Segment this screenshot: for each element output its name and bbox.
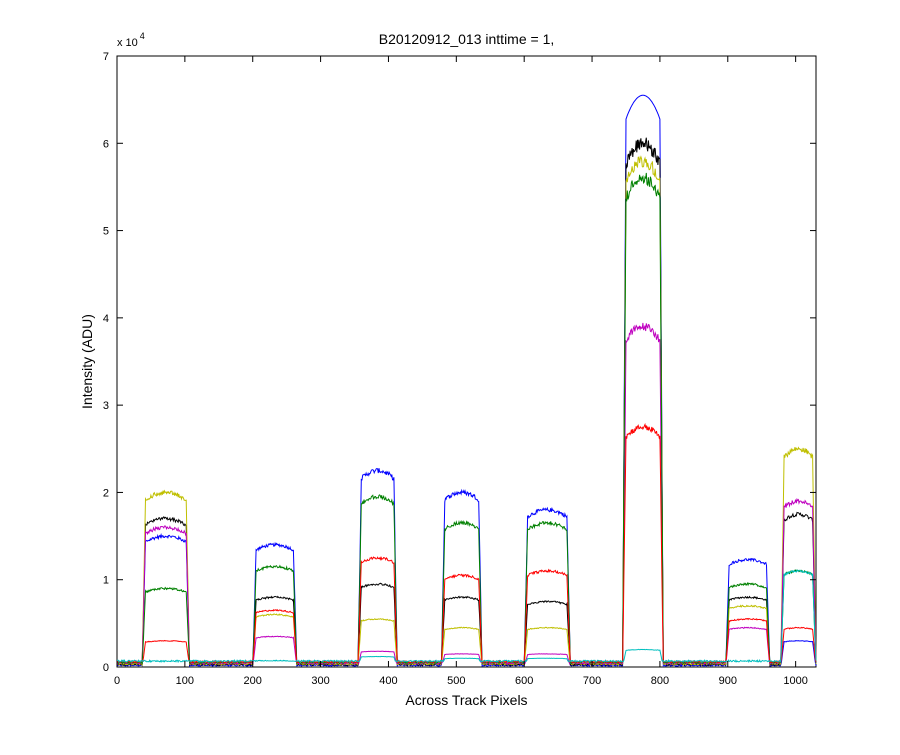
x-tick-label: 400 bbox=[379, 675, 397, 687]
x-tick-label: 900 bbox=[719, 675, 737, 687]
series-line-6 bbox=[116, 569, 817, 664]
chart-title: B20120912_013 inttime = 1, bbox=[379, 31, 555, 47]
x-axis-title: Across Track Pixels bbox=[405, 692, 527, 708]
x-tick-label: 600 bbox=[515, 675, 533, 687]
y-tick-label: 4 bbox=[103, 313, 109, 325]
y-axis-title: Intensity (ADU) bbox=[79, 314, 95, 409]
y-tick-label: 7 bbox=[103, 51, 109, 63]
y-tick-label: 3 bbox=[103, 400, 109, 412]
x-tick-label: 700 bbox=[583, 675, 601, 687]
x-tick-label: 500 bbox=[447, 675, 465, 687]
y-axis-multiplier: x 104 bbox=[117, 31, 145, 49]
x-tick-label: 800 bbox=[651, 675, 669, 687]
axis-ticks: 0 100 200 300 400 500 600 700 800 900 1000 0 1 2 3 4 5 6 7 bbox=[103, 51, 816, 687]
x-tick-label: 200 bbox=[244, 675, 262, 687]
x-tick-label: 100 bbox=[176, 675, 194, 687]
y-multiplier-base: x 10 bbox=[117, 37, 138, 49]
y-tick-label: 6 bbox=[103, 138, 109, 150]
x-tick-label: 0 bbox=[114, 675, 120, 687]
x-tick-label: 300 bbox=[311, 675, 329, 687]
y-tick-label: 5 bbox=[103, 226, 109, 238]
plot-area bbox=[116, 55, 817, 668]
series-layer bbox=[116, 94, 817, 668]
y-multiplier-exponent: 4 bbox=[140, 31, 145, 41]
y-tick-label: 0 bbox=[103, 662, 109, 674]
y-tick-label: 1 bbox=[103, 575, 109, 587]
x-tick-label: 1000 bbox=[783, 675, 807, 687]
y-tick-label: 2 bbox=[103, 487, 109, 499]
